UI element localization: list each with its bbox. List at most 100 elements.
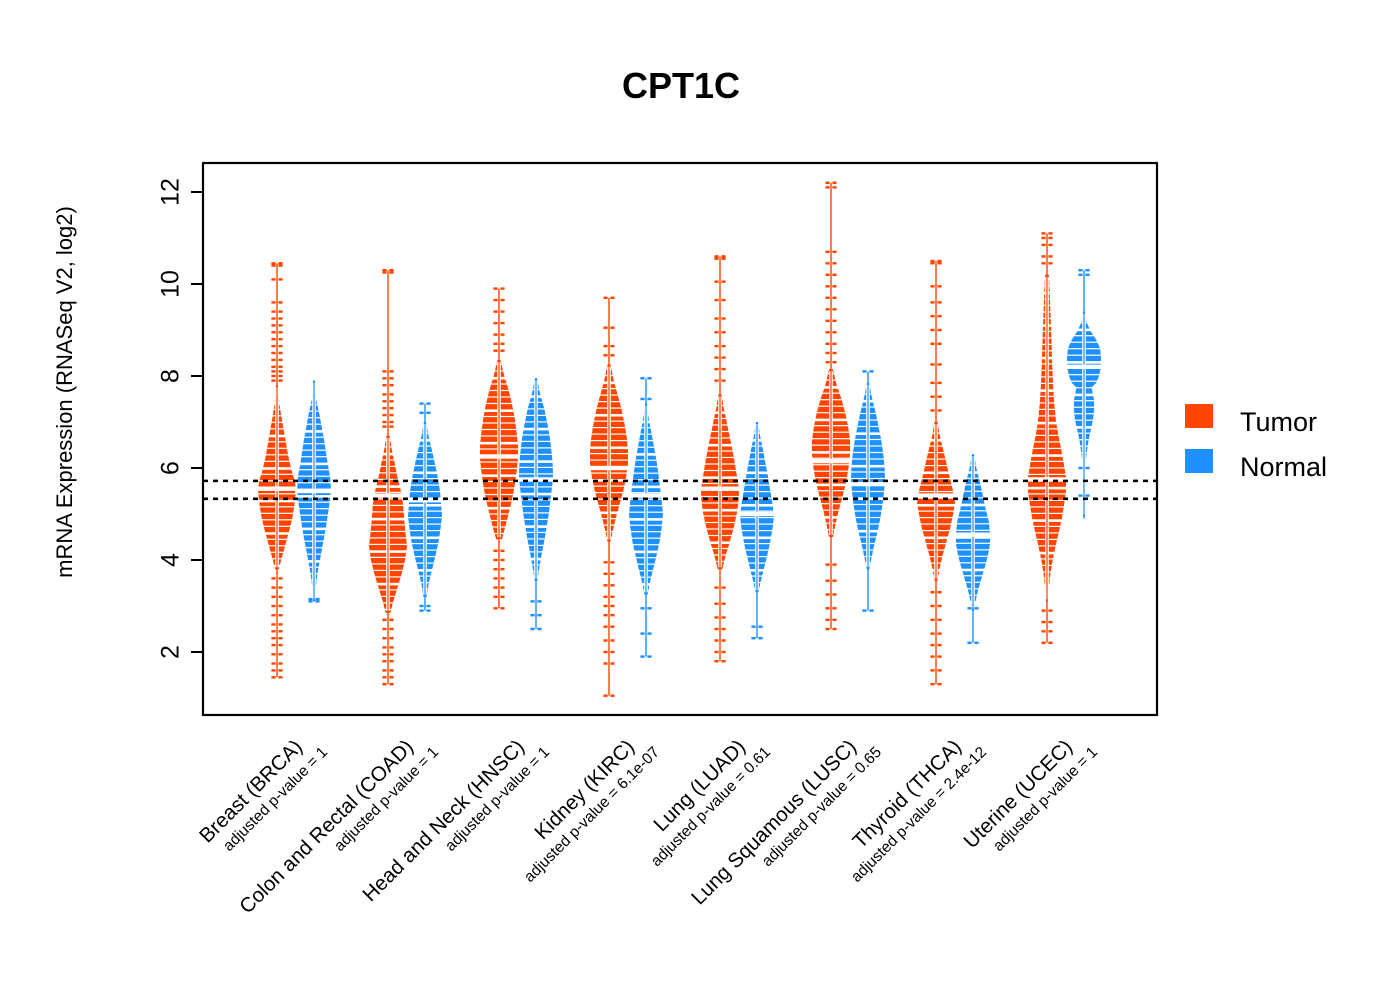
violin-tumor-0-outlier <box>278 662 283 665</box>
violin-tumor-1-outlier <box>389 413 394 417</box>
violin-tumor-5-outlier <box>825 563 830 566</box>
violin-tumor-6-outlier <box>930 381 935 385</box>
violin-tumor-7-outlier <box>1048 255 1053 258</box>
violin-tumor-3-outlier <box>610 625 615 628</box>
violin-tumor-6-outlier <box>930 618 935 621</box>
violin-normal-3-outlier <box>647 632 652 635</box>
violin-tumor-6-outlier <box>937 342 942 345</box>
violin-normal-1-outlier <box>426 402 431 405</box>
violin-tumor-7-outlier <box>1041 262 1046 265</box>
violin-tumor-5-outlier <box>825 308 830 311</box>
violin-tumor-0-outlier <box>278 630 283 633</box>
violin-normal-7-outlier <box>1085 494 1090 497</box>
violin-tumor-5-outlier <box>832 342 837 345</box>
violin-tumor-1-outlier <box>389 425 394 428</box>
violin-normal-5 <box>849 370 887 612</box>
violin-tumor-3-outlier <box>610 604 615 608</box>
violin-tumor-5-outlier <box>832 331 837 334</box>
violin-tumor-4-outlier <box>714 298 719 302</box>
violin-tumor-5 <box>810 181 852 631</box>
violin-tumor-0-outlier <box>271 637 276 640</box>
violin-tumor-2-outlier <box>500 595 505 598</box>
y-tick-label: 2 <box>157 645 185 659</box>
violin-tumor-3-outlier <box>603 625 608 628</box>
violin-tumor-5-outlier <box>832 579 837 582</box>
violin-tumor-1 <box>368 269 408 686</box>
violin-tumor-6-median-band <box>916 493 956 498</box>
violin-tumor-6-outlier <box>937 643 942 647</box>
violin-normal-4-outlier <box>758 637 763 640</box>
violin-tumor-0-outlier <box>271 662 276 665</box>
violin-tumor-0-outlier <box>271 262 276 265</box>
violin-tumor-5-outlier <box>832 319 837 322</box>
violin-tumor-0-outlier <box>271 344 276 348</box>
violin-tumor-6-outlier <box>930 285 935 288</box>
violin-tumor-5-outlier <box>825 627 830 631</box>
violin-tumor-3-outlier <box>603 614 608 617</box>
violin-tumor-5-outlier <box>832 262 837 265</box>
violin-tumor-7-outlier <box>1041 255 1046 258</box>
violin-tumor-0-outlier <box>271 365 276 368</box>
violin-tumor-4-outlier <box>721 255 726 258</box>
violin-normal-6-median-band <box>954 532 992 537</box>
violin-tumor-2-outlier <box>500 349 505 352</box>
violin-tumor-5-outlier <box>825 579 830 582</box>
violin-tumor-1-outlier <box>382 407 387 410</box>
violin-normal-2-outlier <box>537 600 542 603</box>
violin-tumor-2-outlier <box>493 321 498 325</box>
legend-swatch-normal-icon <box>1185 449 1213 473</box>
violin-tumor-1-outlier <box>389 669 394 672</box>
violin-tumor-0-outlier <box>278 351 283 355</box>
violin-tumor-4 <box>699 255 741 663</box>
violin-tumor-6-outlier <box>930 409 935 412</box>
violin-tumor-2-outlier <box>493 607 498 610</box>
violin-tumor-4-outlier <box>714 255 719 258</box>
violin-tumor-2-outlier <box>493 568 498 571</box>
violin-tumor-0-outlier <box>278 637 283 640</box>
violin-tumor-6-outlier <box>937 409 942 412</box>
violin-tumor-7-outlier <box>1048 232 1053 235</box>
violin-tumor-6-outlier <box>937 328 942 332</box>
violin-tumor-0-outlier <box>271 370 276 373</box>
violin-tumor-6-outlier <box>930 669 935 672</box>
violin-normal-3-outlier <box>640 607 645 610</box>
violin-normal-6-outlier <box>967 607 972 610</box>
violin-tumor-6-outlier <box>937 669 942 672</box>
violin-normal-1-outlier <box>426 411 431 414</box>
violin-normal-7-median-band <box>1065 364 1103 369</box>
violin-tumor-4-outlier <box>721 602 726 605</box>
violin-tumor-2-outlier <box>500 342 505 345</box>
violin-tumor-2-outlier <box>493 349 498 352</box>
violin-tumor-5-outlier <box>825 361 830 364</box>
violin-tumor-5-outlier <box>832 593 837 596</box>
violin-normal-2-outlier <box>530 600 535 603</box>
violin-tumor-3-outlier <box>603 572 608 575</box>
violin-normal-0-outlier <box>315 597 320 601</box>
violin-tumor-1-outlier <box>389 618 394 621</box>
violin-tumor-7-outlier <box>1048 243 1053 247</box>
violin-normal-3-outlier <box>647 655 652 658</box>
violin-tumor-4-outlier <box>714 367 719 371</box>
violin-tumor-3-outlier <box>610 614 615 617</box>
violin-tumor-1-outlier <box>389 269 394 272</box>
violin-tumor-7-outlier <box>1048 641 1053 644</box>
violin-tumor-5-outlier <box>825 296 830 299</box>
violin-tumor-6-outlier <box>937 262 942 265</box>
violin-tumor-2-outlier <box>500 558 505 562</box>
violin-tumor-4-outlier <box>714 639 719 642</box>
violin-tumor-0-outlier <box>278 264 283 267</box>
violin-normal-1-outlier <box>419 411 424 414</box>
violin-tumor-1-outlier <box>382 420 387 424</box>
violin-tumor-0-outlier <box>278 310 283 313</box>
violin-normal-1-outlier <box>426 604 431 608</box>
violin-normal-0-outlier <box>315 600 320 603</box>
violin-tumor-6-outlier <box>930 301 935 304</box>
violin-normal-4-median-band <box>738 511 776 517</box>
y-tick-label: 10 <box>157 270 185 298</box>
violin-tumor-7-outlier <box>1041 236 1046 240</box>
violin-tumor-3-outlier <box>610 595 615 598</box>
violin-tumor-1-outlier <box>389 646 394 649</box>
violin-tumor-0-outlier <box>278 324 283 327</box>
violin-normal-3-outlier <box>647 607 652 610</box>
